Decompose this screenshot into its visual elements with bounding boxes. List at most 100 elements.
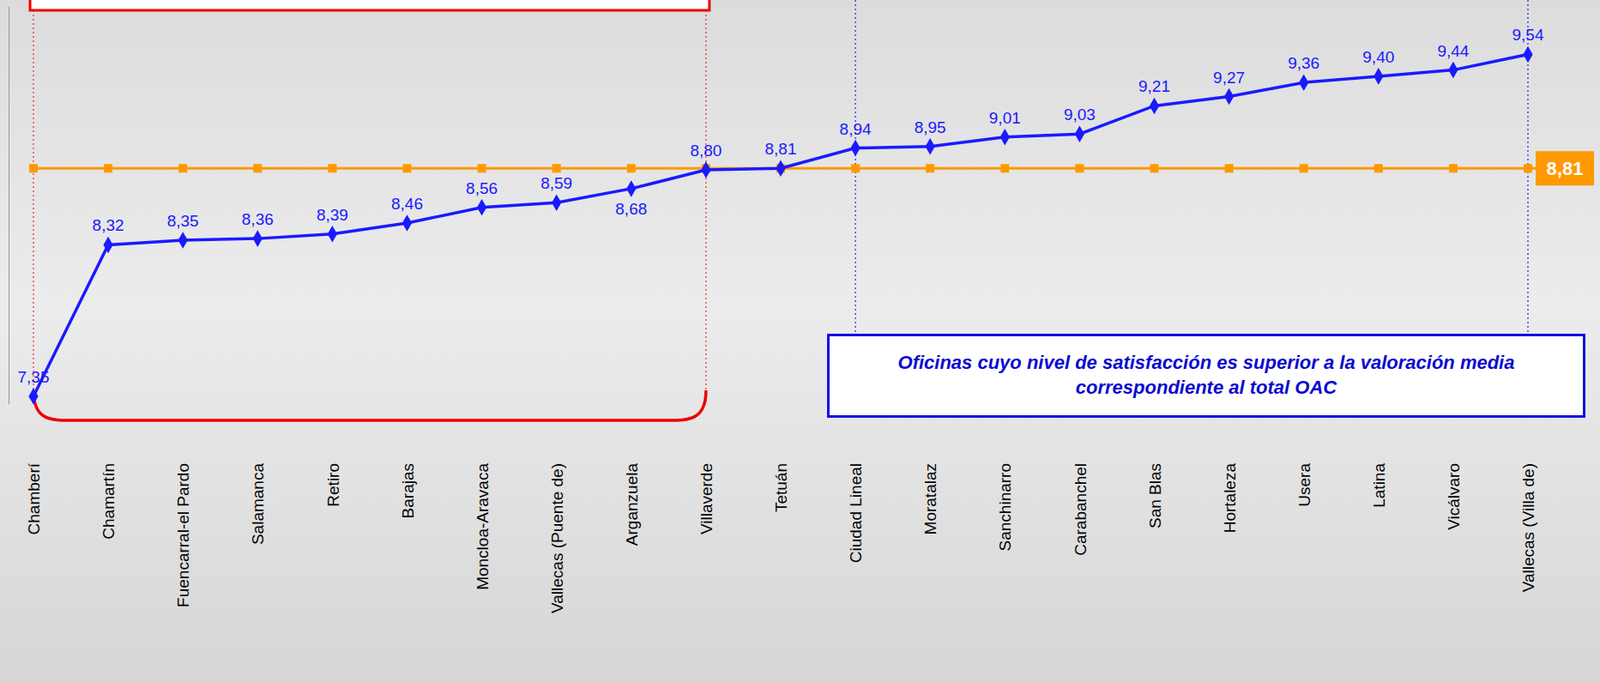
reference-marker [477, 163, 487, 173]
x-axis: Chamberí Chamartín Fuencarral-el Pardo Sala… [24, 454, 1538, 614]
reference-marker [178, 163, 188, 173]
x-tick-label: Sanchinarro [996, 463, 1015, 551]
data-point [700, 161, 711, 179]
x-tick-label: Chamartín [99, 463, 118, 540]
x-tick: Moncloa-Aravaca [473, 454, 492, 591]
data-label: 8,81 [765, 139, 797, 158]
data-point [253, 229, 263, 248]
x-tick: Sanchinarro [996, 454, 1015, 551]
x-tick: Barajas [398, 454, 417, 519]
reference-marker [1523, 163, 1533, 173]
data-point [178, 231, 188, 249]
x-tick: Usera [1295, 454, 1314, 508]
x-tick-label: Fuencarral-el Pardo [174, 463, 193, 608]
reference-marker [253, 163, 262, 173]
range-guide [33, 10, 35, 404]
data-label: 8,36 [241, 210, 274, 229]
reference-marker [29, 163, 38, 173]
data-label: 9,54 [1512, 25, 1545, 44]
x-tick: Chamartín [99, 454, 118, 540]
data-label: 8,68 [615, 199, 647, 218]
x-tick: Salamanca [248, 454, 267, 545]
reference-marker [1299, 163, 1309, 173]
data-point [476, 199, 487, 217]
x-tick-label: Moratalaz [921, 463, 940, 535]
x-tick-label: Salamanca [248, 463, 267, 545]
bracket [33, 390, 707, 421]
data-point [1522, 46, 1533, 64]
x-tick-label: Chamberí [24, 462, 43, 535]
data-label: 9,03 [1063, 105, 1096, 124]
reference-marker [851, 163, 860, 173]
data-point [102, 236, 113, 254]
reference-marker [403, 163, 412, 173]
data-label: 8,94 [839, 120, 872, 139]
data-labels: 7,358,328,358,368,398,468,568,598,688,80… [18, 25, 1545, 386]
top-frame [30, 0, 710, 11]
data-label: 7,35 [18, 368, 50, 387]
x-tick: Fuencarral-el Pardo [174, 454, 193, 608]
x-tick-label: Villaverde [697, 463, 716, 535]
data-point [1448, 61, 1458, 79]
annotation-box: Oficinas cuyo nivel de satisfacción es s… [827, 333, 1586, 418]
data-point [1000, 128, 1010, 146]
data-label: 8,59 [540, 174, 573, 193]
data-label: 8,46 [391, 194, 423, 213]
data-label: 8,80 [689, 141, 722, 160]
x-tick: Latina [1370, 454, 1389, 508]
reference-marker [327, 163, 337, 173]
data-label: 8,39 [316, 205, 349, 224]
x-tick: Vallecas (Villa de) [1519, 454, 1538, 592]
x-tick: Ciudad Lineal [846, 454, 865, 563]
reference-marker [1449, 163, 1458, 173]
reference-marker [552, 163, 562, 173]
data-label: 9,36 [1287, 54, 1320, 73]
reference-marker [925, 163, 935, 173]
reference-marker [1225, 163, 1234, 173]
data-label: 8,56 [465, 179, 498, 198]
data-point [1149, 97, 1160, 115]
data-label: 9,21 [1138, 77, 1171, 96]
reference-marker [1150, 163, 1160, 173]
annotation-text: Oficinas cuyo nivel de satisfacción es s… [841, 350, 1571, 400]
x-tick: Hortaleza [1220, 454, 1239, 533]
x-tick-label: Hortaleza [1220, 463, 1239, 534]
x-tick-label: Retiro [324, 463, 343, 508]
x-tick-label: Moncloa-Aravaca [473, 463, 492, 591]
reference-marker [627, 163, 636, 173]
x-tick: Villaverde [697, 454, 716, 535]
data-point [850, 139, 860, 157]
data-point [327, 225, 338, 243]
y-axis [8, 6, 10, 405]
x-tick-label: Latina [1370, 463, 1389, 508]
data-point [775, 159, 785, 177]
x-tick: Vicálvaro [1444, 454, 1463, 531]
data-label: 8,95 [914, 118, 947, 137]
data-label: 9,27 [1213, 68, 1245, 87]
x-tick-label: Usera [1295, 463, 1314, 508]
data-point [1224, 88, 1234, 106]
reference-marker [1374, 163, 1383, 173]
reference-marker [1074, 163, 1084, 173]
x-tick-label: Ciudad Lineal [846, 463, 865, 563]
y-axis-line [8, 6, 10, 405]
data-point [1298, 73, 1309, 91]
x-tick-label: Carabanchel [1071, 463, 1090, 556]
data-point [925, 138, 936, 156]
x-tick: Carabanchel [1071, 454, 1090, 556]
x-tick-label: Vicálvaro [1444, 463, 1463, 531]
data-point [402, 214, 412, 232]
x-tick-label: Vallecas (Villa de) [1519, 463, 1538, 592]
data-point [626, 180, 636, 198]
x-tick: Tetuán [772, 454, 791, 513]
data-point [28, 387, 38, 405]
x-tick: Arganzuela [622, 454, 641, 546]
data-point [1373, 67, 1383, 85]
x-tick: Retiro [324, 454, 343, 508]
data-point [551, 194, 562, 212]
x-tick: Moratalaz [921, 454, 940, 535]
x-tick-label: Vallecas (Puente de) [548, 463, 567, 614]
reference-marker [103, 163, 113, 173]
x-tick-label: Barajas [398, 463, 417, 519]
data-label: 9,44 [1436, 42, 1469, 61]
